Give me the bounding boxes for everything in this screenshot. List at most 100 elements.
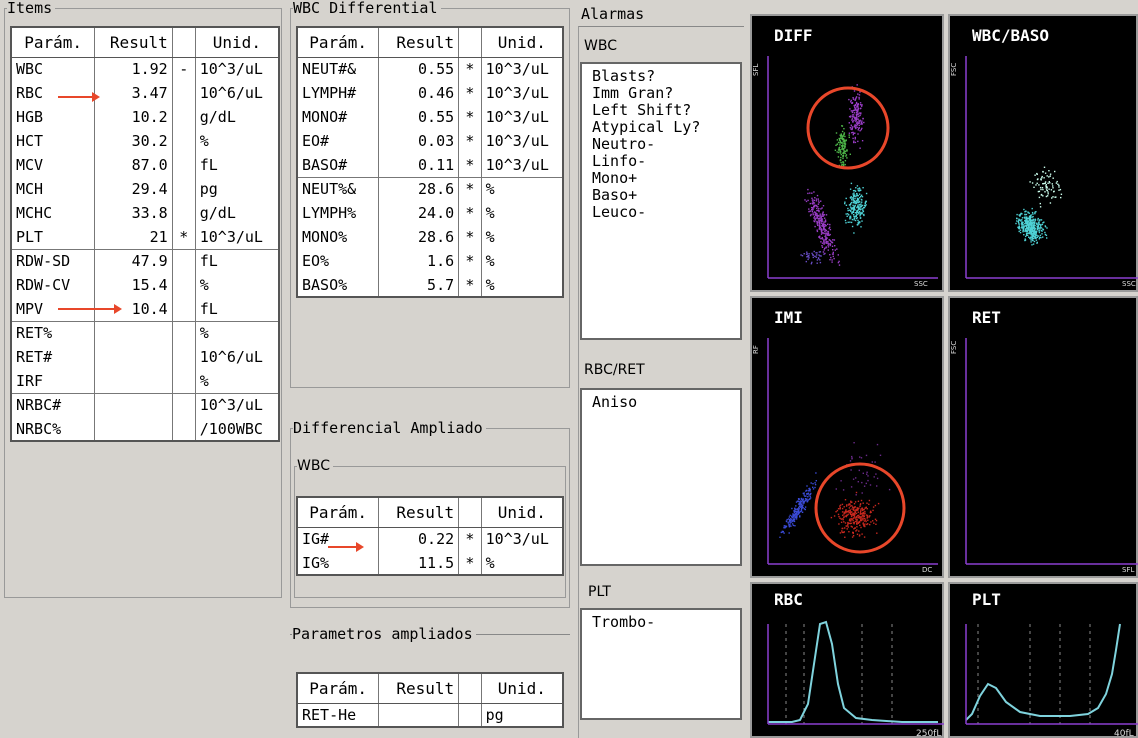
alarmas-title: Alarmas: [581, 5, 648, 23]
result-cell: 0.46: [378, 81, 459, 105]
table-row: IRF%: [10, 369, 279, 393]
result-cell: 3.47: [94, 81, 173, 105]
wbc-arrow: [58, 92, 100, 102]
unit-cell: pg: [194, 177, 279, 201]
rbc-histogram: RBC 250fL: [750, 582, 944, 738]
alarm-flag: Aniso: [592, 393, 638, 411]
items-title: Items: [7, 0, 56, 17]
alarm-flag: Baso+: [592, 186, 638, 204]
column-header: Unid.: [480, 497, 563, 528]
column-header: [458, 673, 482, 704]
result-cell: 24.0: [378, 201, 459, 225]
result-cell: 5.7: [378, 273, 459, 297]
flag-cell: *: [458, 201, 482, 225]
unit-cell: fL: [194, 153, 279, 177]
param-cell: LYMPH%: [296, 201, 379, 225]
column-header: [458, 497, 482, 528]
table-row: EO% 1.6 *%: [296, 249, 563, 273]
table-row: MCHC 33.8 g/dL: [10, 201, 279, 225]
unit-cell: 10^6/uL: [194, 345, 279, 369]
unit-cell: 10^3/uL: [194, 225, 279, 249]
param-cell: RET-He: [296, 703, 379, 727]
unit-cell: %: [480, 176, 563, 201]
wbc-baso-plot-svg: FSC SSC: [950, 56, 1138, 288]
param-cell: NRBC#: [10, 392, 95, 417]
result-cell: 0.55: [378, 105, 459, 129]
flag-cell: *: [171, 225, 196, 249]
column-header: Parám.: [296, 27, 379, 58]
param-cell: IRF: [10, 369, 95, 393]
imi-x-label: DC: [922, 566, 932, 574]
alarm-flag: Atypical Ly?: [592, 118, 701, 136]
flag-cell: *: [458, 225, 482, 249]
param-cell: PLT: [10, 225, 95, 249]
table-row: IG# 0.22 * 10^3/uL: [296, 527, 563, 551]
param-cell: MONO#: [296, 105, 379, 129]
table-row: RDW-SD 47.9 fL: [10, 248, 279, 273]
alarmas-group: Alarmas: [578, 5, 744, 738]
result-cell: 10.4: [94, 297, 173, 321]
table-row: HGB 10.2 g/dL: [10, 105, 279, 129]
ret-scattergram: RET FSC SFL: [948, 296, 1138, 578]
flag-cell: [171, 153, 196, 177]
result-cell: [94, 392, 173, 417]
wbc-baso-y-label: FSC: [950, 63, 958, 76]
unit-cell: %: [480, 249, 563, 273]
param-cell: NRBC%: [10, 417, 95, 441]
alarmas-rbc-list: Aniso: [592, 394, 730, 411]
flag-cell: *: [458, 527, 482, 551]
param-ampliados-title: Parametros ampliados: [292, 625, 476, 643]
rbc-plot-title: RBC: [774, 590, 803, 609]
unit-cell: fL: [194, 248, 279, 273]
plt-plot-svg: 40fL: [965, 623, 1138, 738]
param-cell: EO%: [296, 249, 379, 273]
unit-cell: %: [194, 320, 279, 345]
param-cell: HCT: [10, 129, 95, 153]
param-cell: LYMPH#: [296, 81, 379, 105]
param-cell: RET#: [10, 345, 95, 369]
flag-cell: *: [458, 105, 482, 129]
rbc-plot-svg: 250fL: [767, 620, 944, 738]
ret-y-label: FSC: [950, 341, 958, 354]
table-row: PLT 21 * 10^3/uL: [10, 225, 279, 249]
alarm-flag: Leuco-: [592, 203, 647, 221]
flag-cell: [171, 201, 196, 225]
unit-cell: g/dL: [194, 105, 279, 129]
wbc-diff-table: Parám. Result Unid. NEUT#& 0.55 * 10^3/uL LYMPH…: [296, 26, 564, 298]
unit-cell: 10^3/uL: [194, 392, 279, 417]
unit-cell: 10^3/uL: [480, 105, 563, 129]
unit-cell: %: [480, 201, 563, 225]
result-cell: 15.4: [94, 273, 173, 297]
alarmas-wbc-list: Blasts? Imm Gran? Left Shift? Atypical Ly? N…: [592, 68, 730, 221]
flag-cell: [171, 273, 196, 297]
alarmas-rbc-label: RBC/RET: [584, 362, 645, 378]
diff-highlight-circle: [806, 86, 890, 170]
diff-scattergram: DIFF SFL SSC: [750, 14, 944, 292]
alarm-flag: Imm Gran?: [592, 84, 674, 102]
alarmas-plt-box: Trombo-: [580, 608, 742, 720]
table-row: NEUT#& 0.55 * 10^3/uL: [296, 57, 563, 81]
result-cell: 1.6: [378, 249, 459, 273]
param-ampliados-table: Parám. Result Unid. RET-He pg: [296, 672, 564, 728]
alarmas-rbc-box: Aniso: [580, 388, 742, 566]
flag-cell: -: [171, 57, 196, 81]
unit-cell: %: [480, 225, 563, 249]
flag-cell: [171, 417, 196, 441]
unit-cell: fL: [194, 297, 279, 321]
table-row: EO# 0.03 * 10^3/uL: [296, 129, 563, 153]
flag-cell: [171, 297, 196, 321]
table-row: MCV 87.0 fL: [10, 153, 279, 177]
param-cell: IG%: [296, 551, 379, 575]
result-cell: 30.2: [94, 129, 173, 153]
result-cell: 0.22: [378, 527, 459, 551]
result-cell: 1.92: [94, 57, 173, 81]
unit-cell: 10^3/uL: [480, 153, 563, 177]
unit-cell: %: [194, 129, 279, 153]
alarm-flag: Neutro-: [592, 135, 656, 153]
unit-cell: %: [194, 273, 279, 297]
column-header: Parám.: [10, 27, 95, 58]
result-cell: 0.11: [378, 153, 459, 177]
table-row: IG% 11.5 *%: [296, 551, 563, 575]
wbc-diff-group: WBC Differential: [290, 0, 570, 388]
unit-cell: 10^3/uL: [480, 81, 563, 105]
